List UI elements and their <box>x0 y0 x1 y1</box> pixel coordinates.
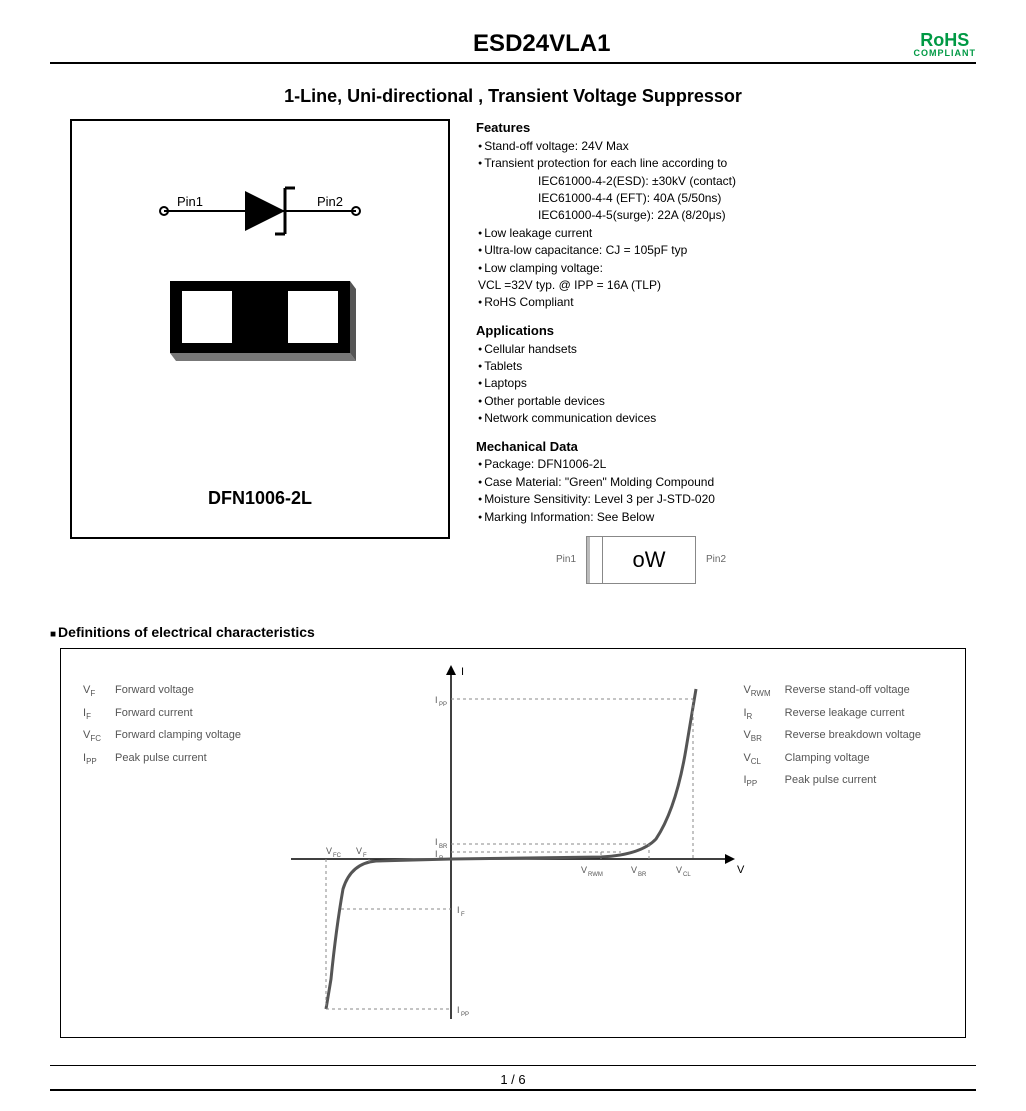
svg-text:I: I <box>457 905 460 915</box>
marking-text: oW <box>603 544 695 576</box>
features-list: Stand-off voltage: 24V Max Transient pro… <box>476 138 976 312</box>
application-item: Tablets <box>478 358 976 375</box>
feature-sub: IEC61000-4-2(ESD): ±30kV (contact) <box>478 173 976 190</box>
marking-bar-icon <box>587 537 603 583</box>
marking-pin1: Pin1 <box>556 553 576 568</box>
svg-text:V: V <box>356 846 362 856</box>
pin1-label: Pin1 <box>177 194 203 209</box>
svg-text:RWM: RWM <box>588 872 603 878</box>
pin2-label: Pin2 <box>317 194 343 209</box>
iv-curve-icon: I V IPP IBR IR IF IPP VFC VF <box>281 659 751 1029</box>
mech-item: Moisture Sensitivity: Level 3 per J-STD-… <box>478 491 976 508</box>
package-icon <box>160 271 360 371</box>
svg-text:V: V <box>326 846 332 856</box>
marking-figure: Pin1 oW Pin2 <box>556 536 976 584</box>
page-footer: 1 / 6 <box>50 1065 976 1091</box>
feature-item: Stand-off voltage: 24V Max <box>478 138 976 155</box>
iv-graph-box: VFForward voltage IFForward current VFCF… <box>60 648 966 1038</box>
feature-item: Low clamping voltage: <box>478 260 976 277</box>
svg-text:BR: BR <box>638 872 647 878</box>
axis-i-label: I <box>461 666 464 678</box>
rohs-text: RoHS <box>914 31 977 49</box>
feature-sub: IEC61000-4-5(surge): 22A (8/20μs) <box>478 207 976 224</box>
page-number: 1 / 6 <box>500 1072 525 1087</box>
features-heading: Features <box>476 119 976 138</box>
package-figure: Pin1 Pin2 DFN1006-2L <box>70 119 450 539</box>
applications-list: Cellular handsets Tablets Laptops Other … <box>476 341 976 428</box>
feature-item: Ultra-low capacitance: CJ = 105pF typ <box>478 242 976 259</box>
part-number: ESD24VLA1 <box>170 30 914 58</box>
rohs-compliant: COMPLIANT <box>914 49 977 58</box>
svg-text:F: F <box>363 853 367 859</box>
application-item: Laptops <box>478 375 976 392</box>
applications-heading: Applications <box>476 322 976 341</box>
svg-text:V: V <box>631 865 637 875</box>
svg-text:F: F <box>461 912 465 918</box>
page-header: ESD24VLA1 RoHS COMPLIANT <box>50 30 976 64</box>
mech-item: Marking Information: See Below <box>478 509 976 526</box>
mech-item: Case Material: "Green" Molding Compound <box>478 474 976 491</box>
subtitle: 1-Line, Uni-directional , Transient Volt… <box>50 86 976 107</box>
definitions-heading: Definitions of electrical characteristic… <box>50 624 976 640</box>
svg-text:CL: CL <box>683 872 691 878</box>
svg-text:I: I <box>435 695 438 705</box>
marking-pin2: Pin2 <box>706 553 726 568</box>
svg-text:I: I <box>435 837 438 847</box>
svg-text:I: I <box>435 849 438 859</box>
application-item: Cellular handsets <box>478 341 976 358</box>
marking-box: oW <box>586 536 696 584</box>
svg-text:V: V <box>581 865 587 875</box>
feature-item: Transient protection for each line accor… <box>478 155 976 172</box>
legend-left: VFForward voltage IFForward current VFCF… <box>81 679 255 771</box>
mech-item: Package: DFN1006-2L <box>478 456 976 473</box>
feature-plain: VCL =32V typ. @ IPP = 16A (TLP) <box>478 277 976 294</box>
definitions-section: Definitions of electrical characteristic… <box>50 624 976 1038</box>
mechanical-list: Package: DFN1006-2L Case Material: "Gree… <box>476 456 976 526</box>
svg-text:R: R <box>439 856 444 862</box>
svg-text:BR: BR <box>439 844 448 850</box>
axis-v-label: V <box>737 864 745 876</box>
application-item: Network communication devices <box>478 410 976 427</box>
rohs-badge: RoHS COMPLIANT <box>914 31 977 58</box>
info-column: Features Stand-off voltage: 24V Max Tran… <box>476 119 976 584</box>
legend-right: VRWMReverse stand-off voltage IRReverse … <box>741 679 935 794</box>
mechanical-heading: Mechanical Data <box>476 438 976 457</box>
svg-text:PP: PP <box>461 1012 469 1018</box>
diode-symbol-icon: Pin1 Pin2 <box>150 176 370 246</box>
application-item: Other portable devices <box>478 393 976 410</box>
feature-item: RoHS Compliant <box>478 294 976 311</box>
svg-text:V: V <box>676 865 682 875</box>
svg-text:I: I <box>457 1005 460 1015</box>
feature-item: Low leakage current <box>478 225 976 242</box>
package-name: DFN1006-2L <box>72 488 448 509</box>
top-section: Pin1 Pin2 DFN1006-2L Features Stand-off … <box>50 119 976 584</box>
feature-sub: IEC61000-4-4 (EFT): 40A (5/50ns) <box>478 190 976 207</box>
svg-text:PP: PP <box>439 702 447 708</box>
svg-text:FC: FC <box>333 853 342 859</box>
